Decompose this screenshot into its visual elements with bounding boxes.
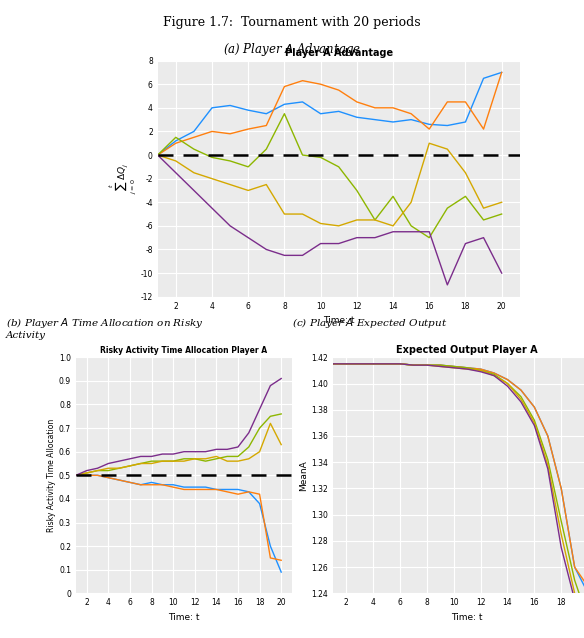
Text: (c) Player $A$ Expected Output: (c) Player $A$ Expected Output bbox=[292, 316, 447, 330]
Y-axis label: $\sum_{j=0}^{t} \Delta Q_j$: $\sum_{j=0}^{t} \Delta Q_j$ bbox=[107, 163, 138, 194]
X-axis label: Time: t: Time: t bbox=[168, 612, 200, 622]
Y-axis label: Risky Activity Time Allocation: Risky Activity Time Allocation bbox=[47, 419, 56, 532]
Title: Expected Output Player A: Expected Output Player A bbox=[397, 345, 538, 355]
Text: Figure 1.7:  Tournament with 20 periods: Figure 1.7: Tournament with 20 periods bbox=[163, 16, 421, 29]
Title: Risky Activity Time Allocation Player A: Risky Activity Time Allocation Player A bbox=[100, 346, 267, 355]
X-axis label: Time: t: Time: t bbox=[451, 612, 483, 622]
Y-axis label: MeanA: MeanA bbox=[300, 460, 308, 491]
Text: (a) Player $A$ Advantage: (a) Player $A$ Advantage bbox=[223, 41, 361, 59]
X-axis label: Time: t: Time: t bbox=[323, 316, 354, 325]
Text: (b) Player $A$ Time Allocation on Risky
Activity: (b) Player $A$ Time Allocation on Risky … bbox=[6, 316, 204, 340]
Title: Player A Advantage: Player A Advantage bbox=[284, 48, 393, 59]
